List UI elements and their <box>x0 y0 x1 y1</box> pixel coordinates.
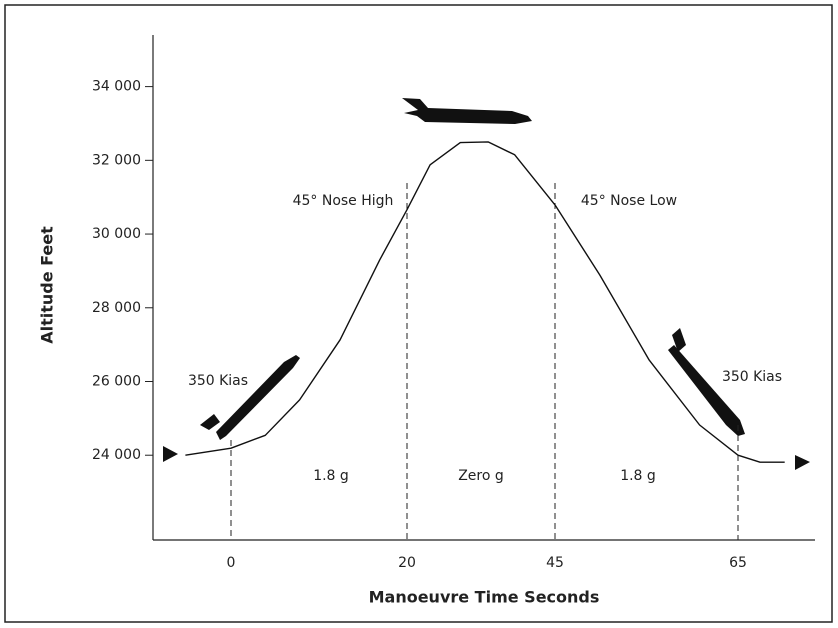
annotation: 45° Nose Low <box>581 193 677 209</box>
y-axis-label: Altitude Feet <box>38 226 57 344</box>
annotation: 1.8 g <box>313 468 349 484</box>
x-axis-label: Manoeuvre Time Seconds <box>369 588 600 607</box>
frame <box>4 4 833 623</box>
annotation: 45° Nose High <box>293 193 394 209</box>
end-arrow <box>795 455 810 470</box>
trajectory <box>185 141 785 463</box>
annotation: 1.8 g <box>620 468 656 484</box>
y-tick-label: 24 000 <box>92 447 141 463</box>
annotation: 350 Kias <box>722 369 782 385</box>
aircraft-top <box>402 98 532 124</box>
aircraft-left <box>200 355 300 440</box>
x-tick-label: 65 <box>729 555 747 571</box>
aircraft-right <box>668 328 745 436</box>
start-arrow <box>163 446 178 462</box>
x-tick-label: 0 <box>227 555 236 571</box>
x-tick-label: 20 <box>398 555 416 571</box>
annotation: 350 Kias <box>188 373 248 389</box>
y-tick-label: 34 000 <box>92 79 141 95</box>
y-tick-label: 28 000 <box>92 300 141 316</box>
x-tick-label: 45 <box>546 555 564 571</box>
y-tick-label: 32 000 <box>92 152 141 168</box>
y-tick-label: 30 000 <box>92 226 141 242</box>
annotation: Zero g <box>458 468 504 484</box>
y-tick-label: 26 000 <box>92 373 141 389</box>
